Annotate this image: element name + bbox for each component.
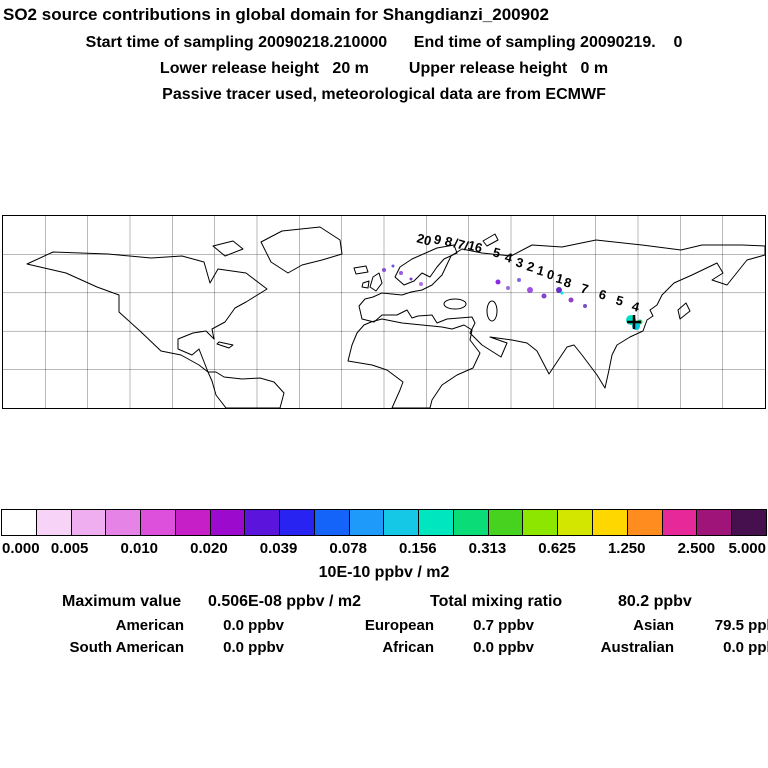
trajectory-time-label: 5 [491, 244, 502, 260]
concentration-blob [527, 287, 533, 293]
colorbar-tick-label: 0.078 [329, 540, 367, 557]
sampling-time-line: Start time of sampling 20090218.210000 E… [85, 34, 683, 51]
map-data-layer: 20 9 8/7/16 5 4 3 2 1 018 7 6 5 4 [382, 230, 643, 330]
colorbar-cell [2, 510, 37, 535]
colorbar-cell [106, 510, 142, 535]
world-map: 20 9 8/7/16 5 4 3 2 1 0 1 8 7 6 5 4 [2, 215, 766, 409]
concentration-blob [495, 279, 501, 285]
trajectory-time-label: 4 [630, 298, 642, 315]
colorbar-tick-label: 0.313 [468, 540, 507, 557]
colorbar-tick-label: 0.000 [2, 540, 40, 557]
region-value: 0.0 ppbv [473, 639, 534, 656]
trajectory-time-label: 6 [597, 286, 608, 302]
region-name: European [364, 617, 434, 634]
concentration-blob [568, 297, 574, 303]
region-name: Australian [600, 639, 674, 656]
colorbar-cell [245, 510, 281, 535]
colorbar-tick-label: 0.156 [399, 540, 437, 557]
trajectory-time-label: 8 [562, 274, 573, 290]
concentration-blob [506, 286, 510, 290]
tracer-info-line: Passive tracer used, meteorological data… [162, 86, 606, 103]
colorbar-cell [453, 510, 489, 535]
maximum-value-label: Maximum value [62, 593, 182, 610]
total-mixing-ratio-label: Total mixing ratio [430, 593, 563, 610]
colorbar-tick-label: 5.000 [728, 540, 766, 557]
graticule-grid [3, 216, 765, 408]
colorbar-cell [523, 510, 559, 535]
region-name: Asian [633, 617, 674, 634]
trajectory-time-label: 3 [514, 254, 525, 270]
page-title: SO2 source contributions in global domai… [3, 5, 549, 24]
concentration-blob [583, 304, 587, 308]
region-name: American [115, 617, 184, 634]
station-marker [627, 315, 641, 329]
region-value: 0.0 ppbv [223, 617, 284, 634]
trajectory-time-label: 7 [579, 280, 590, 296]
trajectory-time-label: 20 [415, 230, 433, 248]
concentration-blob [556, 287, 562, 293]
total-mixing-ratio-value: 80.2 ppbv [618, 593, 692, 610]
concentration-blob [409, 277, 413, 281]
trajectory-time-label: 4 [503, 249, 515, 266]
colorbar-tick-label: 0.039 [259, 540, 298, 557]
trajectory-time-label: 2 [525, 258, 536, 274]
concentration-blob [419, 282, 423, 286]
world-map-svg: 20 9 8/7/16 5 4 3 2 1 018 7 6 5 4 [3, 216, 765, 408]
colorbar-cell [697, 510, 733, 535]
trajectory-time-label: 9 [432, 231, 443, 247]
colorbar-cell [349, 510, 385, 535]
colorbar-cell [558, 510, 594, 535]
colorbar-tick-label: 0.625 [538, 540, 576, 557]
concentration-blob [391, 264, 395, 268]
region-value: 0.0 ppbv [723, 639, 768, 656]
source-contribution-table: American 0.0 ppbv European 0.7 ppbv Asia… [24, 617, 768, 661]
colorbar-cell [280, 510, 315, 535]
colorbar-cell [593, 510, 628, 535]
region-value: 0.7 ppbv [473, 617, 534, 634]
coastlines [26, 226, 765, 408]
colorbar-cell [488, 510, 524, 535]
concentration-blob [541, 293, 547, 299]
colorbar-cell [36, 510, 72, 535]
colorbar-cell [627, 510, 663, 535]
region-value: 0.0 ppbv [223, 639, 284, 656]
colorbar-cell [175, 510, 211, 535]
trajectory-time-label: 8 [443, 233, 454, 249]
concentration-blob [399, 271, 403, 275]
colorbar-cell [71, 510, 107, 535]
colorbar-cell [732, 510, 766, 535]
maximum-value: 0.506E-08 ppbv / m2 [208, 593, 361, 610]
trajectory-time-label: 0 [545, 266, 556, 282]
colorbar-tick-label: 0.005 [50, 540, 89, 557]
trajectory-time-label: 1 [535, 262, 546, 278]
colorbar-tick-label: 0.020 [190, 540, 228, 557]
colorbar-cell [384, 510, 420, 535]
concentration-blob [560, 291, 564, 295]
region-value: 79.5 ppbv [714, 617, 768, 634]
colorbar-cell [314, 510, 350, 535]
colorbar [1, 509, 767, 536]
trajectory-time-label: 5 [614, 292, 625, 308]
colorbar-tick-label: 0.010 [120, 540, 159, 557]
release-height-line: Lower release height 20 m Upper release … [159, 60, 609, 77]
region-name: South American [69, 639, 184, 656]
colorbar-cell [210, 510, 246, 535]
colorbar-cell [662, 510, 698, 535]
trajectory-time-label: 16 [466, 237, 484, 255]
region-name: African [382, 639, 434, 656]
colorbar-cell [419, 510, 454, 535]
colorbar-tick-label: 2.500 [677, 540, 716, 557]
concentration-blob [382, 268, 386, 272]
colorbar-tick-labels: 0.000 0.005 0.010 0.020 0.039 0.078 0.156 0.313… [0, 540, 768, 558]
concentration-blob [517, 278, 521, 282]
colorbar-tick-label: 1.250 [607, 540, 646, 557]
trajectory-time-label: /7/ [452, 235, 470, 253]
trajectory-time-label: 1 [554, 270, 565, 286]
colorbar-units-label: 10E-10 ppbv / m2 [318, 564, 450, 581]
colorbar-cell [141, 510, 176, 535]
